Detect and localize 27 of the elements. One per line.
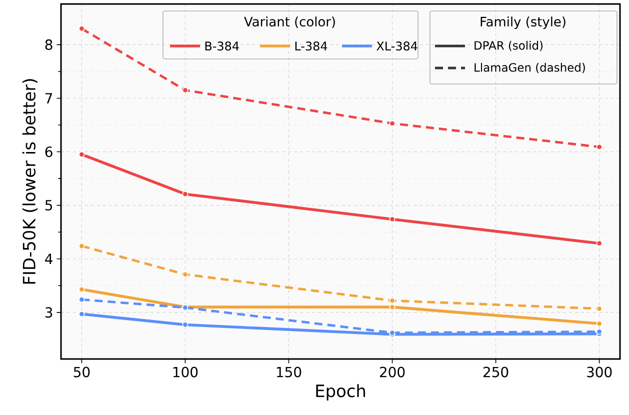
- y-tick-label: 5: [45, 200, 52, 211]
- x-tick-label: 150: [276, 366, 302, 378]
- point: [182, 191, 188, 198]
- y-axis-title: FID-50K (lower is better): [22, 79, 38, 284]
- legend-label: B-384: [205, 41, 239, 51]
- legend-title: Variant (color): [244, 16, 335, 28]
- legend-label: L-384: [295, 41, 328, 51]
- y-tick-label: 8: [45, 39, 52, 50]
- annotation: DPAR (solid): [474, 40, 543, 52]
- x-tick-label: 200: [380, 366, 405, 378]
- y-tick-label: 7: [46, 93, 52, 104]
- y-tick-label: 4: [45, 254, 52, 264]
- x-tick-label: 250: [483, 366, 508, 378]
- annotation: Family (style): [480, 16, 566, 30]
- x-axis-title: Epoch: [316, 384, 366, 401]
- x-tick-label: 100: [173, 366, 198, 378]
- point: [78, 311, 85, 318]
- point: [182, 322, 188, 328]
- point: [389, 298, 396, 304]
- y-tick-label: 6: [45, 146, 52, 158]
- x-tick-label: 300: [587, 366, 612, 378]
- point: [182, 87, 188, 94]
- legend-label: XL-384: [376, 41, 418, 51]
- y-tick-label: 3: [45, 307, 52, 318]
- annotation: LlamaGen (dashed): [474, 62, 585, 74]
- x-tick-label: 50: [74, 366, 90, 378]
- point: [389, 304, 396, 310]
